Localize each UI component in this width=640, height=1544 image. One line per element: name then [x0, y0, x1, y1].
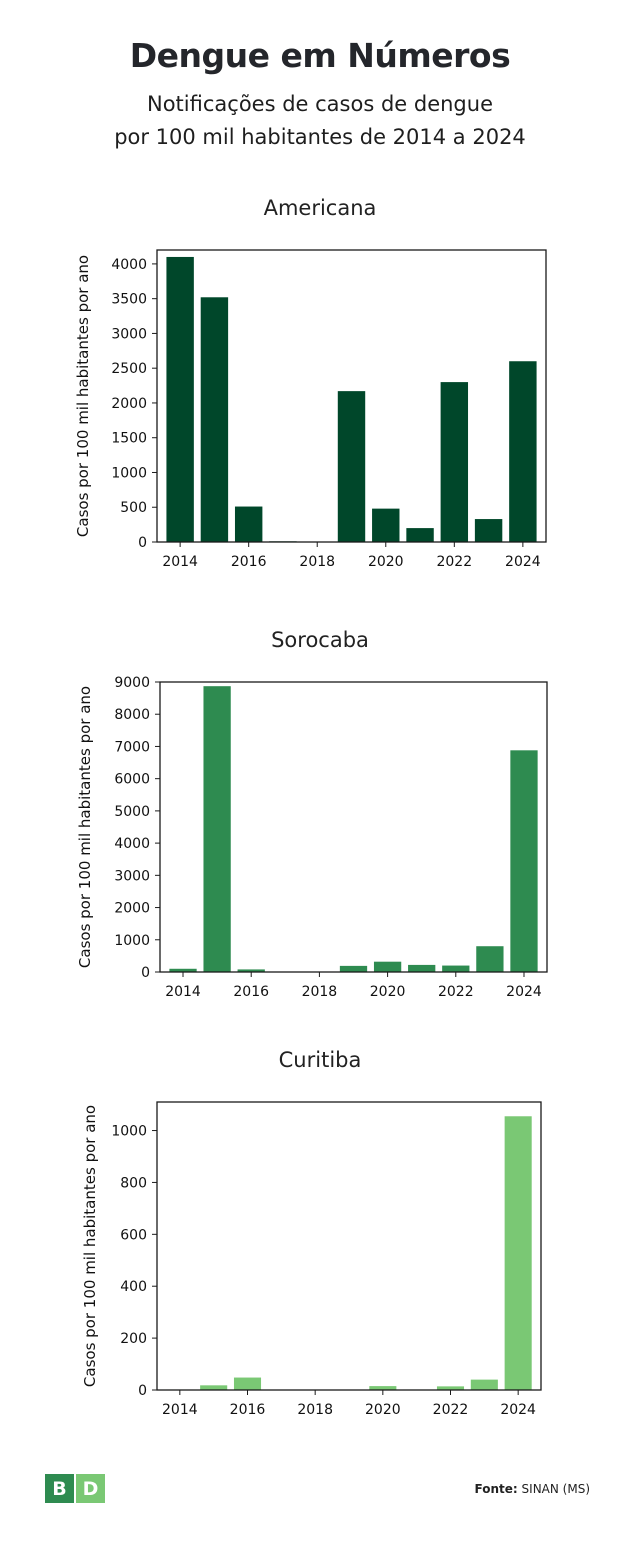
y-tick-label: 1000: [111, 1124, 147, 1140]
x-tick-label: 2022: [436, 554, 472, 570]
x-tick-label: 2018: [297, 1402, 333, 1418]
source-note: Fonte: SINAN (MS): [475, 1482, 590, 1496]
chart-title-sorocaba: Sorocaba: [271, 628, 369, 652]
bar-2021: [408, 964, 436, 972]
y-tick-label: 600: [120, 1227, 147, 1243]
bar-2016: [234, 506, 263, 542]
page-title: Dengue em Números: [129, 36, 511, 75]
subtitle-line-1: Notificações de casos de dengue: [147, 92, 493, 116]
y-tick-label: 6000: [114, 772, 150, 788]
y-tick-label: 400: [120, 1279, 147, 1295]
x-tick-label: 2016: [231, 554, 267, 570]
y-tick-label: 7000: [114, 739, 150, 755]
y-tick-label: 200: [120, 1331, 147, 1347]
bar-2024: [509, 361, 537, 542]
bar-2022: [436, 1386, 465, 1390]
y-tick-label: 3000: [114, 868, 150, 884]
x-tick-label: 2024: [505, 554, 541, 570]
bar-2020: [372, 508, 400, 542]
y-tick-label: 3500: [111, 292, 147, 308]
bar-2023: [476, 946, 504, 972]
y-tick-label: 3000: [111, 326, 147, 342]
plot-frame: [156, 1101, 542, 1391]
x-tick-label: 2022: [438, 984, 474, 1000]
y-axis-label: Casos por 100 mil habitantes por ano: [74, 255, 92, 537]
bar-2014: [169, 968, 197, 972]
y-tick-label: 800: [120, 1175, 147, 1191]
x-tick-label: 2018: [302, 984, 338, 1000]
y-tick-label: 4000: [111, 257, 147, 273]
source-label: Fonte:: [474, 1482, 518, 1496]
x-tick-label: 2022: [433, 1402, 469, 1418]
x-tick-label: 2024: [506, 984, 542, 1000]
chart-title-curitiba: Curitiba: [278, 1048, 362, 1072]
y-tick-label: 4000: [114, 836, 150, 852]
y-tick-label: 2000: [114, 901, 150, 917]
y-tick-label: 2500: [111, 361, 147, 377]
y-tick-label: 1000: [111, 465, 147, 481]
y-tick-label: 0: [138, 1383, 147, 1399]
bar-2020: [373, 961, 402, 972]
bar-2016: [233, 1377, 262, 1390]
x-tick-label: 2016: [230, 1402, 266, 1418]
x-tick-label: 2020: [365, 1402, 401, 1418]
y-axis-label: Casos por 100 mil habitantes por ano: [81, 1105, 99, 1387]
bar-2024: [504, 1116, 532, 1390]
bar-2020: [369, 1386, 397, 1390]
x-tick-label: 2014: [165, 984, 201, 1000]
bar-2024: [510, 750, 538, 972]
y-tick-label: 2000: [111, 396, 147, 412]
chart-title-americana: Americana: [263, 196, 377, 220]
logo-letter-d: D: [76, 1474, 105, 1503]
bar-2023: [470, 1379, 498, 1390]
chart-sorocaba: 0 1000 2000 3000 4000 5000 6000 7000 8000 9000 201…: [76, 675, 548, 1000]
bar-2019: [339, 965, 368, 972]
bar-2015: [200, 297, 229, 542]
bar-2023: [474, 519, 503, 542]
bar-2022: [440, 382, 469, 542]
page-subtitle: Notificações de casos de dengue por 100 …: [60, 88, 580, 154]
y-tick-label: 9000: [114, 675, 150, 691]
bar-2019: [337, 391, 366, 542]
y-tick-label: 0: [141, 965, 150, 981]
x-tick-label: 2024: [500, 1402, 536, 1418]
bar-2015: [200, 1385, 228, 1390]
x-tick-label: 2018: [299, 554, 335, 570]
bar-2015: [203, 686, 231, 972]
chart-americana: 0 500 1000 1500 2000 2500 3000 3500 4000 2014 2016…: [74, 249, 547, 570]
logo-letter-b: B: [45, 1474, 74, 1503]
bar-2021: [406, 528, 434, 542]
y-axis-label: Casos por 100 mil habitantes por ano: [76, 686, 94, 968]
x-tick-label: 2020: [368, 554, 404, 570]
y-tick-label: 1500: [111, 431, 147, 447]
source-value: SINAN (MS): [521, 1482, 590, 1496]
chart-curitiba: 0 200 400 600 800 1000 2014 2016 2018 2020 2022 202…: [81, 1101, 542, 1418]
bd-logo: B D: [45, 1474, 105, 1503]
bar-2014: [166, 256, 194, 542]
y-tick-label: 5000: [114, 804, 150, 820]
bar-2022: [442, 965, 470, 972]
x-tick-label: 2020: [370, 984, 406, 1000]
x-tick-label: 2014: [162, 1402, 198, 1418]
x-tick-label: 2016: [233, 984, 269, 1000]
y-tick-label: 500: [120, 500, 147, 516]
x-tick-label: 2014: [162, 554, 198, 570]
plot-frame: [159, 681, 548, 973]
subtitle-line-2: por 100 mil habitantes de 2014 a 2024: [114, 125, 526, 149]
y-tick-label: 8000: [114, 707, 150, 723]
y-tick-label: 1000: [114, 933, 150, 949]
y-tick-label: 0: [138, 535, 147, 551]
bar-2016: [237, 969, 265, 972]
plot-frame: [156, 249, 547, 543]
